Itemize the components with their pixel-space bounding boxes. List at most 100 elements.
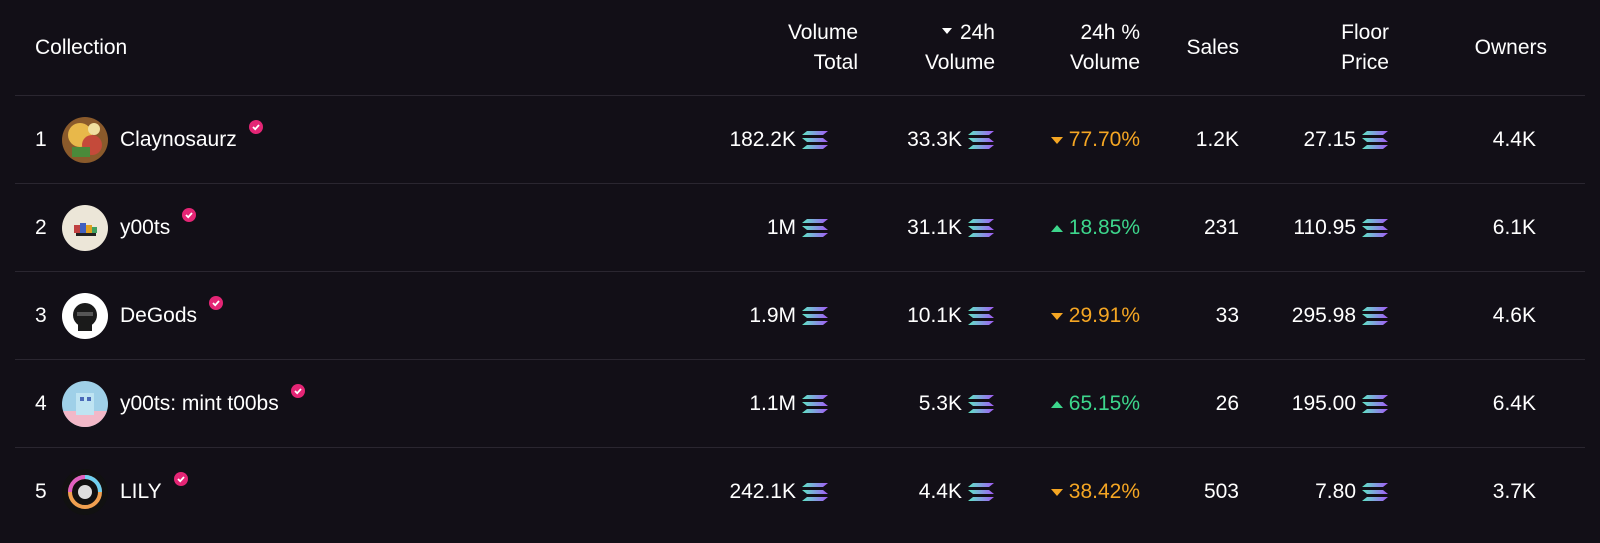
header-collection-label: Collection <box>35 36 128 59</box>
header-owners[interactable]: Owners <box>1475 33 1547 63</box>
volume-total-value: 182.2K <box>729 128 796 151</box>
table-row[interactable]: 5 LILY 242.1K 4.4K 38.42% 503 7.80 3.7K <box>0 448 1600 536</box>
header-floor-price-line2: Price <box>1341 51 1389 74</box>
row-divider <box>15 183 1585 184</box>
volume-24h-value: 5.3K <box>918 392 962 415</box>
row-collection[interactable]: DeGods <box>62 272 224 360</box>
sort-desc-icon <box>941 28 952 35</box>
table-header: Collection Volume Total 24h Volume 24h %… <box>0 0 1600 96</box>
sales-value: 231 <box>1203 216 1239 239</box>
row-rank: 4 <box>35 360 55 448</box>
header-sales[interactable]: Sales <box>1186 33 1239 63</box>
row-owners: 6.4K <box>1493 360 1536 448</box>
row-owners: 4.4K <box>1493 96 1536 184</box>
table-row[interactable]: 1 Claynosaurz 182.2K 33.3K 77.70% 1.2K 27.15 4.… <box>0 96 1600 184</box>
row-volume-total: 182.2K <box>729 96 828 184</box>
solana-icon <box>968 483 994 501</box>
degods-avatar[interactable] <box>62 293 108 339</box>
owners-value: 3.7K <box>1492 480 1536 503</box>
verified-badge-icon <box>209 296 224 310</box>
row-volume-24h: 33.3K <box>907 96 994 184</box>
solana-icon <box>968 131 994 149</box>
volume-24h-value: 4.4K <box>918 480 962 503</box>
floor-price-value: 195.00 <box>1291 392 1356 415</box>
row-sales: 231 <box>1204 184 1239 272</box>
collection-name[interactable]: y00ts: mint t00bs <box>120 392 279 415</box>
header-pct-24h[interactable]: 24h % Volume <box>1070 18 1140 78</box>
row-collection[interactable]: LILY <box>62 448 188 536</box>
row-owners: 3.7K <box>1493 448 1536 536</box>
header-volume-total[interactable]: Volume Total <box>788 18 858 78</box>
volume-24h-value: 31.1K <box>907 216 962 239</box>
verified-badge-icon <box>290 384 305 398</box>
header-volume-total-line2: Total <box>813 51 858 74</box>
volume-total-value: 1M <box>766 216 796 239</box>
row-collection[interactable]: Claynosaurz <box>62 96 263 184</box>
row-volume-24h: 5.3K <box>919 360 994 448</box>
header-pct-24h-line1: 24h % <box>1080 21 1140 44</box>
trend-down-icon <box>1050 136 1063 144</box>
row-floor-price: 295.98 <box>1292 272 1388 360</box>
collection-name[interactable]: LILY <box>120 480 162 503</box>
floor-price-value: 7.80 <box>1315 480 1356 503</box>
volume-24h-value: 33.3K <box>907 128 962 151</box>
row-floor-price: 7.80 <box>1315 448 1388 536</box>
volume-total-value: 1.9M <box>749 304 796 327</box>
row-divider <box>15 359 1585 360</box>
owners-value: 6.1K <box>1492 216 1536 239</box>
sales-value: 33 <box>1215 304 1239 327</box>
owners-value: 4.4K <box>1492 128 1536 151</box>
volume-24h-value: 10.1K <box>907 304 962 327</box>
collection-name[interactable]: Claynosaurz <box>120 128 237 151</box>
volume-total-value: 1.1M <box>749 392 796 415</box>
row-sales: 1.2K <box>1196 96 1239 184</box>
verified-badge-icon <box>182 208 197 222</box>
solana-icon <box>802 131 828 149</box>
solana-icon <box>802 483 828 501</box>
row-volume-total: 242.1K <box>729 448 828 536</box>
solana-icon <box>1362 307 1388 325</box>
trend-down-icon <box>1050 312 1063 320</box>
table-row[interactable]: 2 y00ts 1M 31.1K 18.85% 231 110.95 6.1K <box>0 184 1600 272</box>
row-volume-total: 1.1M <box>749 360 828 448</box>
header-owners-label: Owners <box>1474 36 1547 59</box>
t00bs-avatar[interactable] <box>62 381 108 427</box>
row-collection[interactable]: y00ts: mint t00bs <box>62 360 305 448</box>
solana-icon <box>1362 131 1388 149</box>
row-floor-price: 195.00 <box>1292 360 1388 448</box>
claynosaurz-avatar[interactable] <box>62 117 108 163</box>
row-volume-total: 1.9M <box>749 272 828 360</box>
collection-name[interactable]: DeGods <box>120 304 198 327</box>
row-pct-24h: 38.42% <box>1050 448 1140 536</box>
header-volume-24h[interactable]: 24h Volume <box>925 18 995 78</box>
header-divider <box>15 95 1585 96</box>
row-rank: 3 <box>35 272 55 360</box>
trend-up-icon <box>1050 400 1063 408</box>
floor-price-value: 110.95 <box>1293 216 1356 239</box>
row-owners: 6.1K <box>1493 184 1536 272</box>
solana-icon <box>968 395 994 413</box>
lily-avatar[interactable] <box>62 469 108 515</box>
row-pct-24h: 77.70% <box>1050 96 1140 184</box>
y00ts-avatar[interactable] <box>62 205 108 251</box>
collection-name[interactable]: y00ts <box>120 216 171 239</box>
row-collection[interactable]: y00ts <box>62 184 197 272</box>
solana-icon <box>802 395 828 413</box>
pct-change-value: 29.91% <box>1068 304 1140 327</box>
owners-value: 6.4K <box>1492 392 1536 415</box>
solana-icon <box>1362 483 1388 501</box>
floor-price-value: 27.15 <box>1303 128 1356 151</box>
rank-text: 1 <box>35 128 47 151</box>
owners-value: 4.6K <box>1492 304 1536 327</box>
table-row[interactable]: 4 y00ts: mint t00bs 1.1M 5.3K 65.15% 26 195.00… <box>0 360 1600 448</box>
sales-value: 26 <box>1215 392 1239 415</box>
header-floor-price[interactable]: Floor Price <box>1341 18 1389 78</box>
row-rank: 1 <box>35 96 55 184</box>
table-row[interactable]: 3 DeGods 1.9M 10.1K 29.91% 33 295.98 4.6K <box>0 272 1600 360</box>
header-floor-price-line1: Floor <box>1341 21 1389 44</box>
header-collection[interactable]: Collection <box>35 33 127 63</box>
solana-icon <box>1362 395 1388 413</box>
verified-badge-icon <box>248 120 263 134</box>
row-pct-24h: 65.15% <box>1050 360 1140 448</box>
